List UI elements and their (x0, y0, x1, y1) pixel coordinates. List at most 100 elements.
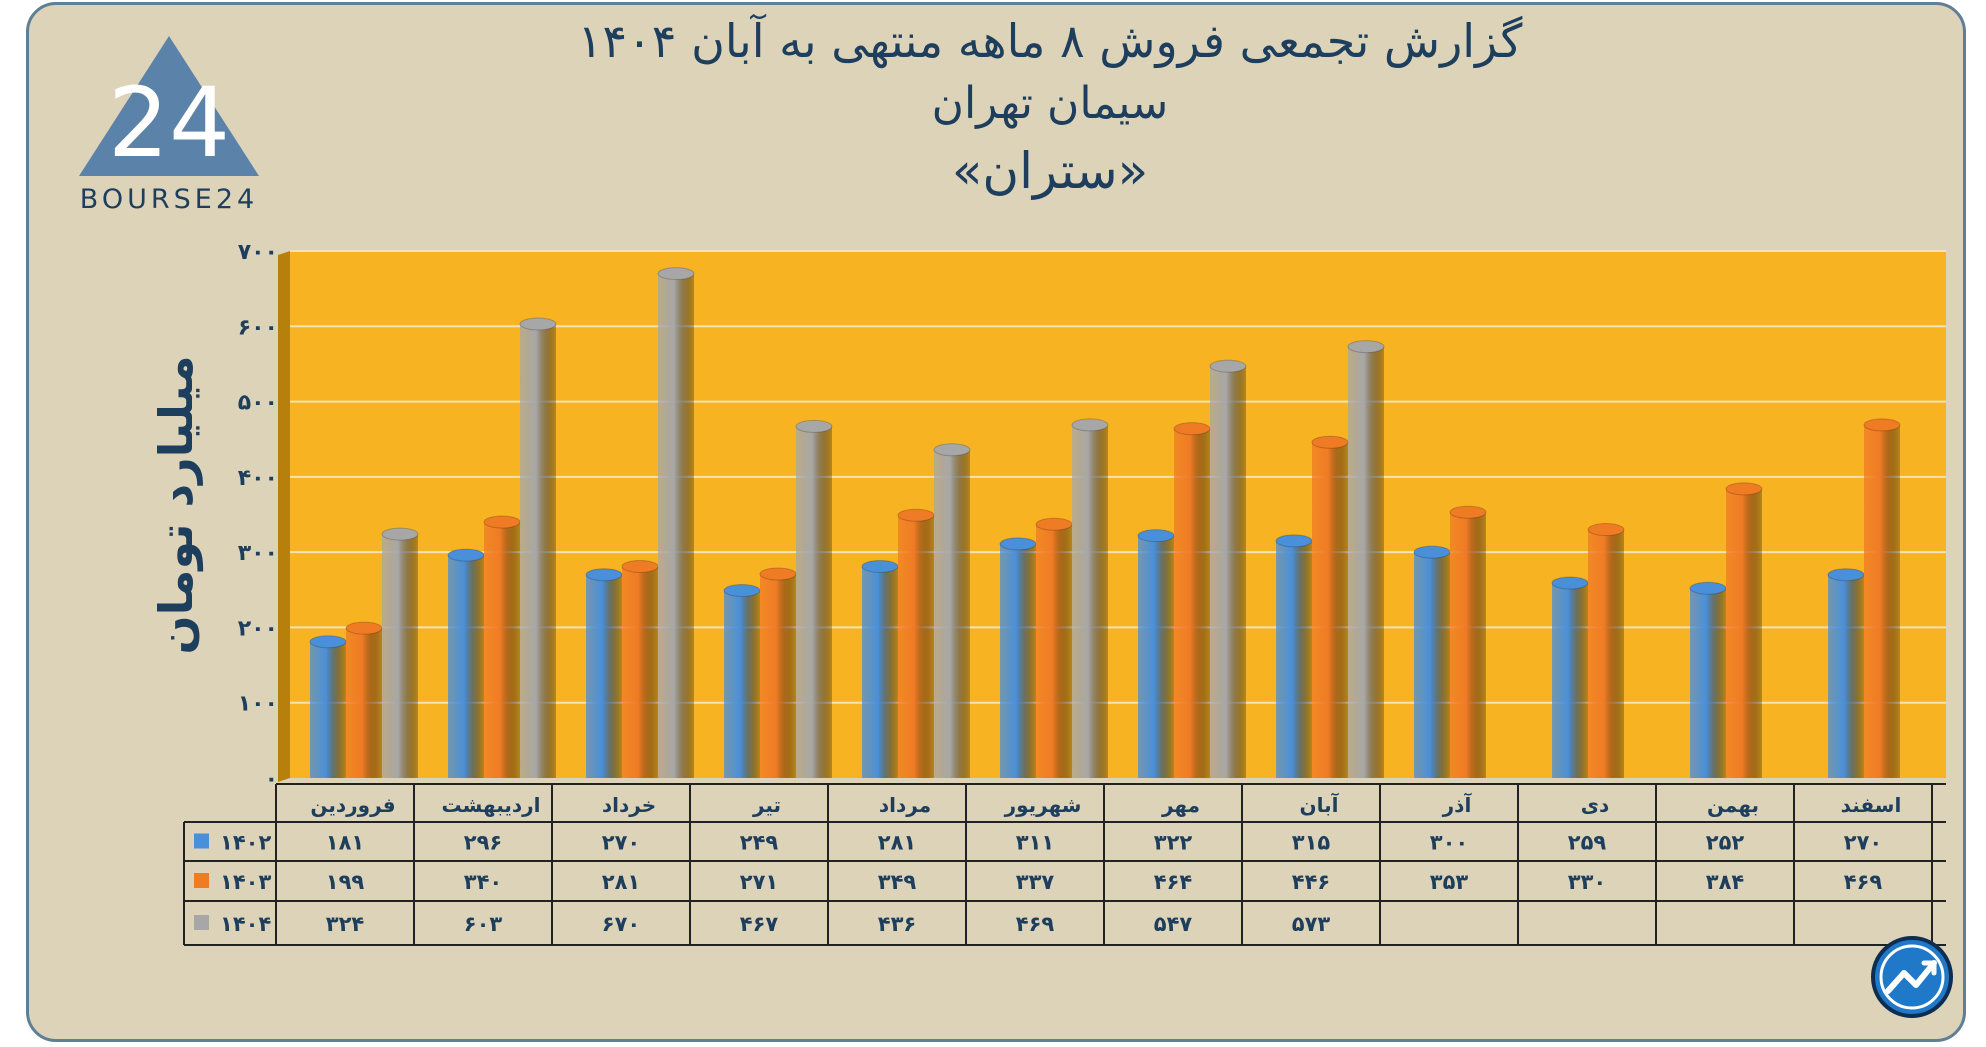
bar-cap-0-10 (1689, 581, 1727, 595)
bar-1-4 (898, 515, 934, 778)
bar-2-2 (658, 273, 694, 778)
logo-text: BOURSE24 (79, 184, 259, 215)
table-cell-0-7: ۳۱۵ (1292, 831, 1331, 855)
table-cell-2-1: ۶۰۳ (464, 912, 503, 936)
bar-cap-1-9 (1587, 523, 1625, 537)
y-tick-label: ۳۰۰ (238, 541, 278, 566)
table-cell-1-10: ۳۸۴ (1706, 870, 1745, 894)
y-tick-label: ۶۰۰ (238, 315, 278, 340)
table-cell-1-2: ۲۸۱ (602, 870, 640, 894)
bar-cap-1-2 (621, 559, 659, 573)
table-cell-0-1: ۲۹۶ (464, 831, 502, 855)
table-cell-1-11: ۴۶۹ (1844, 870, 1883, 894)
table-cell-1-1: ۳۴۰ (464, 870, 502, 894)
table-cell-2-0: ۳۲۴ (326, 912, 365, 936)
bar-0-1 (448, 555, 484, 778)
bar-cap-0-4 (861, 559, 899, 573)
category-label: تیر (752, 793, 781, 817)
table-cell-0-5: ۳۱۱ (1016, 831, 1054, 855)
bar-0-7 (1276, 540, 1312, 778)
bar-cap-2-3 (795, 419, 833, 433)
bar-cap-0-0 (309, 635, 347, 649)
bar-cap-1-3 (759, 567, 797, 581)
report-title: گزارش تجمعی فروش ۸ ماهه منتهی به آبان ۱۴… (577, 14, 1523, 68)
bar-cap-2-5 (1071, 418, 1109, 432)
bar-cap-1-1 (483, 515, 521, 529)
bar-2-7 (1348, 346, 1384, 778)
table-cell-0-6: ۳۲۲ (1154, 831, 1193, 855)
table-cell-2-4: ۴۳۶ (878, 912, 916, 936)
bar-1-10 (1726, 488, 1762, 778)
table-cell-0-0: ۱۸۱ (326, 831, 364, 855)
category-label: دی (1581, 793, 1610, 817)
y-tick-label: ۴۰۰ (238, 466, 278, 491)
logo-mark: 24 (108, 67, 230, 179)
bar-cap-1-4 (897, 508, 935, 522)
plot-side-wall (278, 251, 290, 782)
category-label: مرداد (879, 793, 931, 817)
category-label: مهر (1161, 793, 1200, 817)
grid-lines (278, 250, 1946, 782)
category-label: آذر (1442, 792, 1473, 817)
bar-0-3 (724, 590, 760, 778)
bar-2-5 (1072, 424, 1108, 778)
table-cell-2-5: ۴۶۹ (1016, 912, 1055, 936)
y-tick-label: ۱۰۰ (238, 692, 278, 717)
table-cell-1-6: ۴۶۴ (1154, 870, 1193, 894)
category-label: شهریور (1004, 793, 1082, 817)
bar-cap-2-0 (381, 527, 419, 541)
bar-1-8 (1450, 512, 1486, 778)
table-cell-1-8: ۳۵۳ (1430, 870, 1469, 894)
bar-1-11 (1864, 424, 1900, 778)
bar-2-0 (382, 534, 418, 778)
table-cell-1-4: ۳۴۹ (878, 870, 917, 894)
bar-1-5 (1036, 524, 1072, 778)
legend-label-0: ۱۴۰۲ (220, 831, 271, 855)
table-cell-1-0: ۱۹۹ (326, 870, 365, 894)
bar-1-2 (622, 566, 658, 778)
bar-cap-0-9 (1551, 576, 1589, 590)
legend-swatch-0 (194, 833, 209, 849)
table-cell-0-11: ۲۷۰ (1844, 831, 1882, 855)
logo-triangle-icon: 24 (79, 36, 259, 179)
bar-0-11 (1828, 574, 1864, 778)
y-tick-label: ۰ (265, 767, 278, 792)
bar-2-3 (796, 426, 832, 778)
y-axis: ۰ ۱۰۰ ۲۰۰ ۳۰۰ ۴۰۰ ۵۰۰ ۶۰۰ ۷۰۰ (238, 240, 278, 792)
bar-1-9 (1588, 529, 1624, 778)
bar-1-1 (484, 522, 520, 778)
bar-cap-1-6 (1173, 422, 1211, 436)
bar-0-6 (1138, 535, 1174, 778)
table-cell-2-3: ۴۶۷ (740, 912, 779, 936)
bar-0-8 (1414, 552, 1450, 778)
bar-cap-0-1 (447, 548, 485, 562)
bar-cap-0-6 (1137, 529, 1175, 543)
bar-cap-2-4 (933, 443, 971, 457)
bar-cap-1-7 (1311, 435, 1349, 449)
table-cell-2-7: ۵۷۳ (1292, 912, 1331, 936)
bar-0-4 (862, 566, 898, 778)
table-cell-0-10: ۲۵۲ (1706, 831, 1745, 855)
bar-cap-0-11 (1827, 568, 1865, 582)
table-cell-2-6: ۵۴۷ (1154, 912, 1193, 936)
bar-1-0 (346, 628, 382, 778)
y-tick-label: ۵۰۰ (238, 391, 278, 416)
table-cell-1-3: ۲۷۱ (740, 870, 778, 894)
y-tick-label: ۲۰۰ (238, 616, 278, 641)
bar-2-6 (1210, 366, 1246, 778)
table-cell-0-3: ۲۴۹ (740, 831, 779, 855)
bar-cap-1-11 (1863, 418, 1901, 432)
bar-0-0 (310, 641, 346, 778)
bars (309, 267, 1901, 778)
company-name: سیمان تهران (931, 78, 1169, 129)
bar-0-10 (1690, 588, 1726, 778)
category-label: بهمن (1707, 793, 1759, 817)
bar-1-7 (1312, 442, 1348, 778)
bar-cap-0-7 (1275, 534, 1313, 548)
bar-0-2 (586, 574, 622, 778)
y-tick-label: ۷۰۰ (238, 240, 278, 265)
bar-cap-0-3 (723, 584, 761, 598)
bar-0-9 (1552, 583, 1588, 778)
category-label: اسفند (1841, 793, 1902, 817)
